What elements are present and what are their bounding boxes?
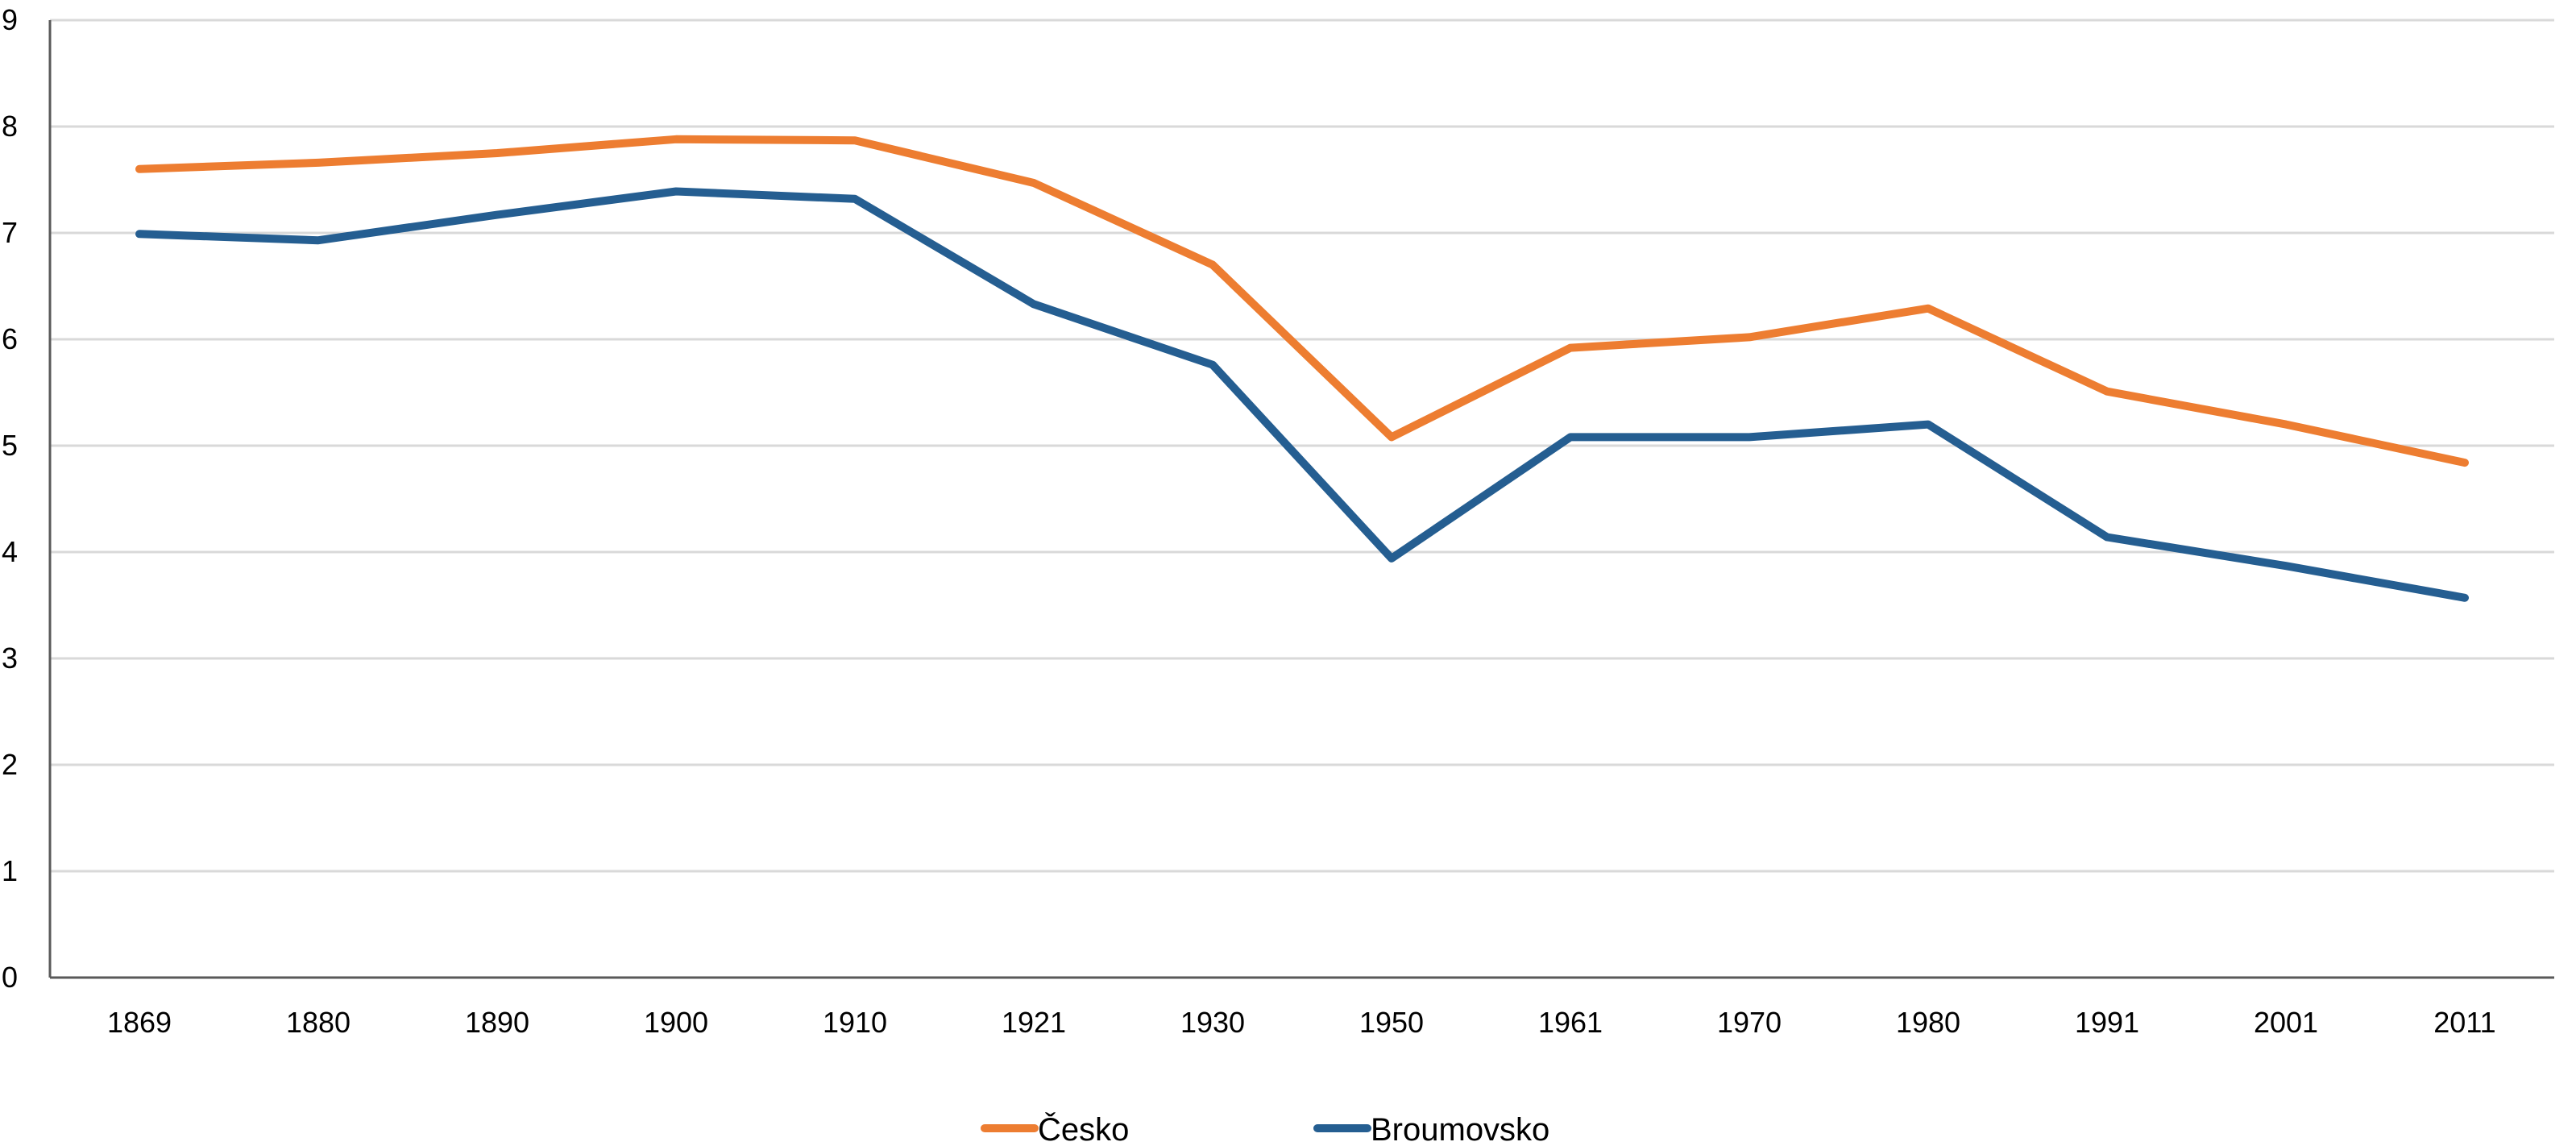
legend: Česko Broumovsko [981,1111,1549,1146]
x-tick-label: 1961 [1538,1006,1603,1039]
x-tick-label: 1900 [644,1006,708,1039]
series-line-broumovsko [135,187,2469,602]
y-tick-label: 3 [2,642,18,675]
y-tick-label: 9 [2,3,18,36]
y-tick-label: 1 [2,854,18,887]
y-tick-label: 5 [2,429,18,462]
x-tick-label: 1890 [465,1006,529,1039]
series-lines [135,135,2469,602]
x-tick-label: 1880 [286,1006,351,1039]
x-tick-label: 1980 [1896,1006,1960,1039]
y-tick-label: 6 [2,322,18,355]
y-tick-label: 0 [2,961,18,994]
x-tick-label: 2011 [2433,1006,2495,1039]
x-tick-label: 1921 [1002,1006,1066,1039]
x-tick-label: 2001 [2254,1006,2318,1039]
legend-label: Česko [1038,1111,1129,1146]
series-line-cesko [135,135,2469,467]
x-tick-label: 1930 [1180,1006,1245,1039]
x-tick-label: 1910 [823,1006,887,1039]
y-tick-label: 7 [2,216,18,249]
x-tick-label: 1991 [2075,1006,2139,1039]
x-tick-label: 1869 [107,1006,172,1039]
axes: 0 1 2 3 4 5 6 7 8 9 1869 1880 1890 1900 1910 1921 1930 19… [2,3,2554,1039]
legend-label: Broumovsko [1371,1112,1549,1146]
y-tick-label: 4 [2,535,18,568]
y-tick-label: 2 [2,748,18,781]
x-tick-label: 1970 [1717,1006,1782,1039]
gridlines [50,19,2554,873]
x-tick-label: 1950 [1359,1006,1424,1039]
y-tick-label: 8 [2,110,18,143]
